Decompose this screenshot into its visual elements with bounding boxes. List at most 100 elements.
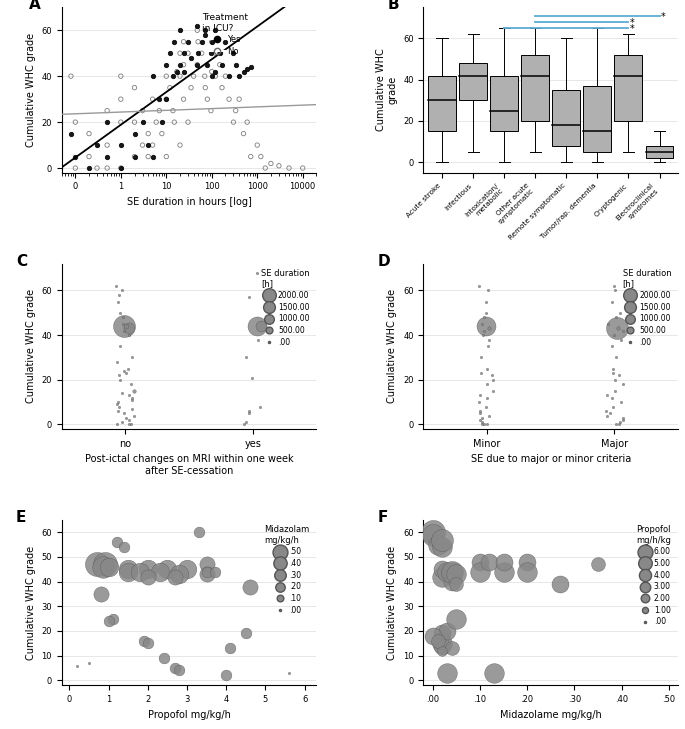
Point [214,47,225,59]
Point [129,82,140,93]
Point [121,320,132,332]
Point [196,47,207,59]
Bar [552,90,580,146]
Point [482,340,493,352]
Point [188,71,199,82]
Point [522,566,533,577]
Point [603,318,614,330]
Point [252,139,263,151]
Point [606,340,617,352]
Point [614,418,625,430]
Point [284,163,295,174]
Point [601,389,612,401]
Point [72,660,83,671]
Point [255,401,266,413]
Point [206,66,217,77]
Point [147,139,158,151]
Point [617,325,628,337]
Point [210,47,221,59]
Point [480,401,491,413]
Point [162,564,173,575]
Point [115,163,126,174]
Point [476,318,487,330]
Point [474,389,485,401]
Point [182,564,192,575]
Point [427,529,438,540]
Point [475,556,486,568]
Point [170,662,181,674]
Point [182,117,193,128]
Point [251,267,262,278]
Text: B: B [388,0,399,12]
Point [182,36,193,47]
Point [482,284,493,296]
Point [210,25,221,36]
Text: A: A [29,0,40,12]
Point [175,139,186,151]
Point [169,117,179,128]
Point [238,418,249,430]
Point [142,564,153,575]
Point [223,71,234,82]
Point [84,151,95,163]
Point [473,280,484,292]
Point [97,561,108,572]
Point [480,307,491,319]
Point [199,25,210,36]
Bar [614,55,643,121]
Point [91,558,102,570]
Point [126,418,137,430]
Point [111,280,122,292]
Point [124,322,135,334]
Point [610,385,621,397]
Point [247,372,258,383]
Point [114,307,125,319]
Point [437,564,448,575]
Point [230,59,241,71]
Point [251,320,262,332]
Point [192,59,203,71]
Point [142,128,153,139]
X-axis label: SE due to major or minor criteria: SE due to major or minor criteria [471,454,631,464]
Point [119,320,129,332]
Point [206,36,217,47]
Point [99,558,110,570]
Point [178,36,189,47]
Point [95,588,106,600]
Point [201,569,212,580]
Point [206,47,216,59]
Point [115,93,126,105]
Point [607,392,618,404]
Point [123,414,134,426]
Point [437,637,448,649]
Point [244,405,255,417]
Legend: 2000.00, 1500.00, 1000.00, 500.00, .00: 2000.00, 1500.00, 1000.00, 500.00, .00 [620,266,674,350]
Point [242,117,253,128]
Point [446,566,457,577]
Point [601,410,612,421]
Bar [428,76,456,131]
Point [182,47,193,59]
Point [193,526,204,538]
Point [153,93,164,105]
Point [101,151,112,163]
Point [84,163,95,174]
Point [234,93,245,105]
Point [427,526,438,538]
Point [114,289,125,300]
Text: *: * [661,12,666,22]
Point [555,578,566,590]
Point [427,630,438,642]
Point [478,325,489,337]
Point [297,163,308,174]
Point [477,416,488,428]
Y-axis label: Cumulative WHC grade: Cumulative WHC grade [388,545,397,660]
Point [477,412,488,424]
Point [192,59,203,71]
Point [175,59,186,71]
X-axis label: Propofol mg/kg/h: Propofol mg/kg/h [147,709,230,720]
Point [175,25,186,36]
Point [92,139,103,151]
Point [498,556,509,568]
Point [210,66,221,77]
